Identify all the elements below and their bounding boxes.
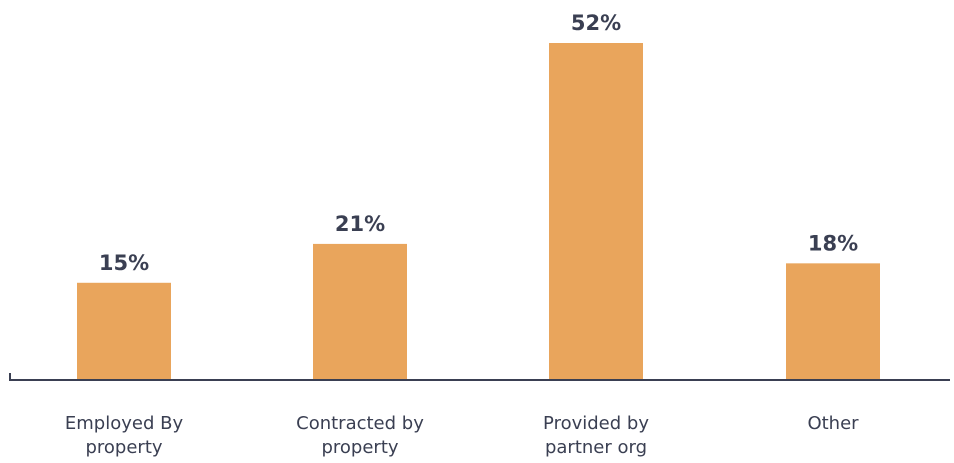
value-labels-group: 15% 21% 52% 18% xyxy=(99,11,858,275)
x-axis xyxy=(9,373,950,381)
x-tick-label-line: partner org xyxy=(545,437,647,458)
bar-value-label-2: 21% xyxy=(335,212,385,236)
bar-1 xyxy=(77,282,171,380)
bar-2 xyxy=(313,243,407,380)
bar-value-label-1: 15% xyxy=(99,251,149,275)
x-tick-label-line: Other xyxy=(807,413,859,434)
x-tick-label-4: Other xyxy=(807,413,859,434)
bar-4 xyxy=(786,263,880,380)
bar-value-label-3: 52% xyxy=(571,11,621,35)
x-tick-label-line: Provided by xyxy=(543,413,649,434)
x-tick-label-3: Provided by partner org xyxy=(543,413,649,458)
x-tick-label-line: property xyxy=(321,437,398,458)
x-tick-label-line: Contracted by xyxy=(296,413,424,434)
bars-group xyxy=(77,43,880,380)
x-tick-label-1: Employed By property xyxy=(65,413,184,458)
x-tick-label-line: Employed By xyxy=(65,413,184,434)
x-tick-label-2: Contracted by property xyxy=(296,413,424,458)
bar-value-label-4: 18% xyxy=(808,231,858,255)
bar-3 xyxy=(549,43,643,380)
x-tick-label-line: property xyxy=(85,437,162,458)
category-labels-group: Employed By property Contracted by property… xyxy=(65,413,859,458)
